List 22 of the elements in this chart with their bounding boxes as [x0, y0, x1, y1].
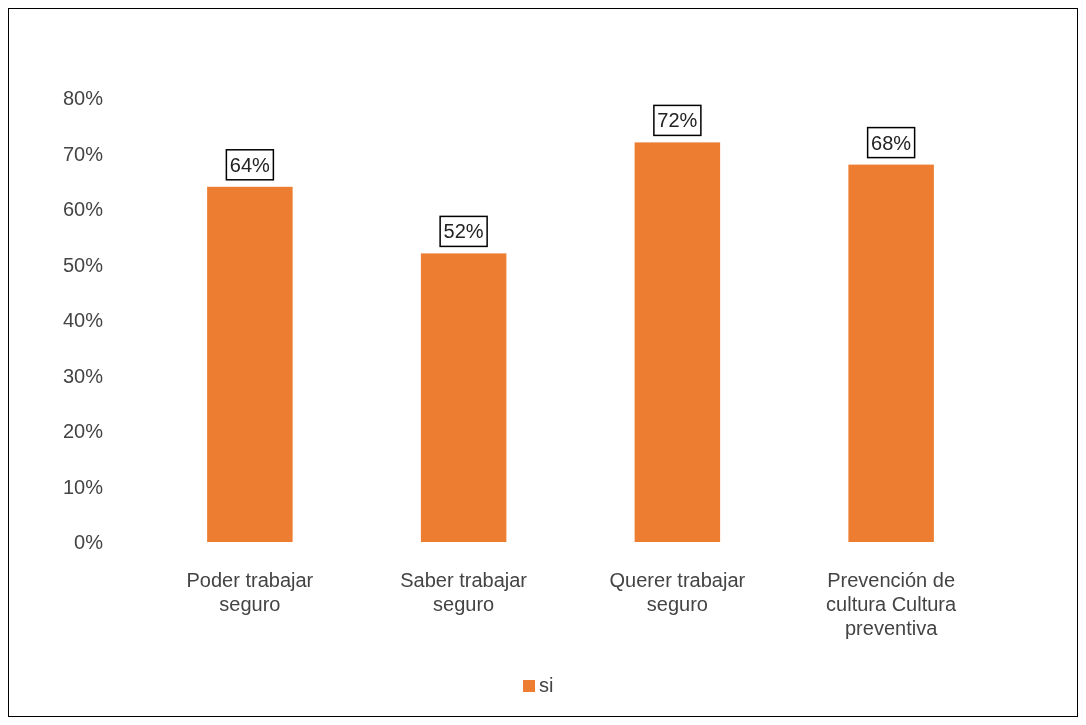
y-tick-label: 30%	[62, 364, 104, 387]
y-tick-label: 40%	[62, 309, 104, 331]
legend-label: si	[539, 674, 554, 696]
y-tick-label: 60%	[62, 198, 104, 220]
y-tick-label: 20%	[62, 420, 104, 442]
y-tick-label: 50%	[62, 253, 104, 276]
data-label: 64%	[229, 153, 271, 176]
data-label: 72%	[657, 109, 698, 132]
y-tick-label: 80%	[62, 87, 104, 109]
data-label: 68%	[871, 131, 912, 154]
bar	[848, 164, 934, 542]
bar	[420, 253, 507, 542]
x-tick-label: Saber trabajar seguro	[400, 569, 528, 615]
data-label: 52%	[443, 220, 484, 243]
y-tick-label: 10%	[62, 475, 104, 498]
x-tick-label: Poder trabajar seguro	[186, 569, 314, 615]
bar	[207, 186, 293, 542]
y-tick-label: 0%	[74, 531, 104, 553]
x-tick-label: Prevención de cultura Cultura preventiva	[826, 569, 958, 639]
bar	[634, 142, 721, 542]
x-tick-label: Querer trabajar seguro	[609, 569, 746, 615]
y-tick-label: 70%	[62, 142, 104, 165]
